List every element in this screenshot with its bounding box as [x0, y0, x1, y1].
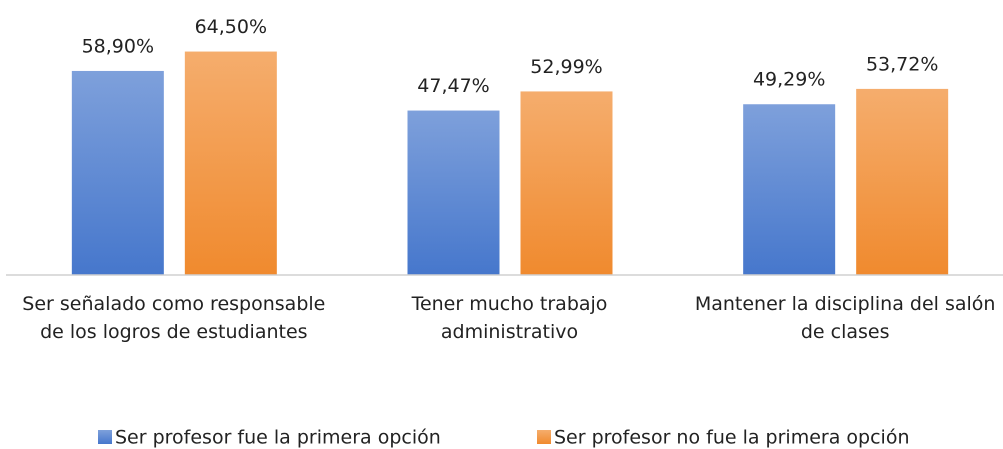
x-tick-label: Mantener la disciplina del salón de clas… — [694, 293, 996, 343]
bar — [856, 88, 949, 275]
data-label: 53,72% — [866, 53, 938, 75]
bar — [520, 91, 613, 276]
legend-label: Ser profesor no fue la primera opción — [554, 427, 909, 449]
x-tick-label: Ser señalado como responsable de los log… — [22, 293, 326, 343]
bar — [743, 104, 836, 275]
data-label: 64,50% — [195, 16, 267, 38]
x-tick-label: Tener mucho trabajo administrativo — [411, 293, 608, 343]
data-label: 47,47% — [417, 75, 489, 97]
data-label: 49,29% — [753, 69, 825, 91]
legend-label: Ser profesor fue la primera opción — [115, 427, 441, 449]
bar — [407, 110, 500, 275]
bar — [71, 70, 164, 275]
data-label: 58,90% — [82, 35, 154, 57]
legend-swatch — [537, 430, 551, 444]
bar — [184, 51, 277, 275]
data-label: 52,99% — [530, 56, 602, 78]
legend-swatch — [98, 430, 112, 444]
